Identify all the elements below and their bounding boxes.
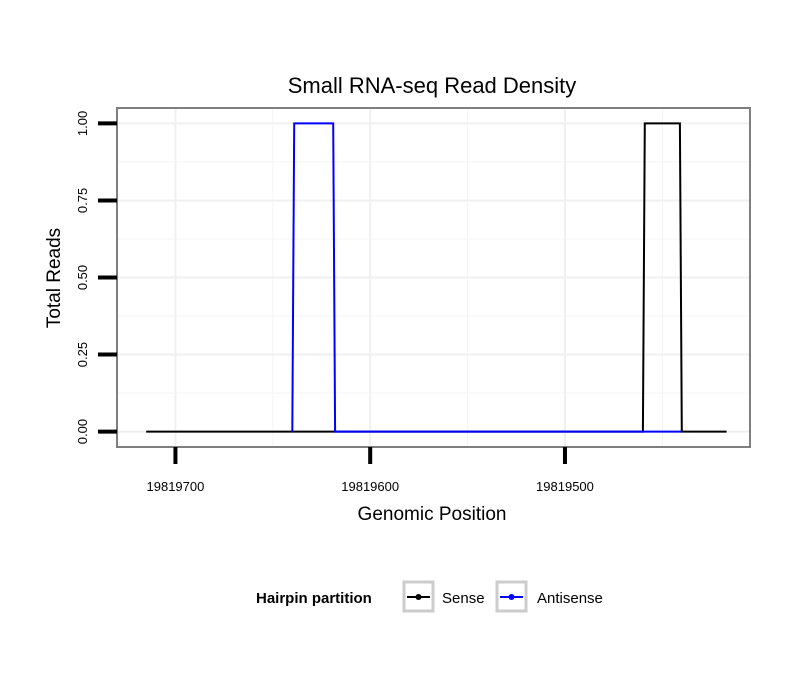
x-tick-label: 19819600: [341, 479, 399, 494]
legend-label-antisense: Antisense: [537, 590, 603, 607]
y-axis-title: Total Reads: [44, 228, 65, 328]
grid: [117, 108, 750, 447]
series-line-antisense: [291, 122, 682, 433]
y-tick-label: 0.50: [75, 265, 90, 290]
legend: Hairpin partition Sense Antisense: [256, 580, 603, 613]
legend-label-sense: Sense: [442, 590, 485, 607]
series-layer: [146, 122, 727, 433]
legend-key-point-antisense: [508, 594, 515, 600]
chart-title: Small RNA-seq Read Density: [288, 73, 577, 98]
x-tick-label: 19819700: [147, 479, 205, 494]
y-axis: 0.00 0.25 0.50 0.75 1.00: [75, 111, 117, 444]
y-tick-label: 0.25: [75, 342, 90, 367]
x-tick-label: 19819500: [536, 479, 594, 494]
legend-key-point-sense: [415, 594, 422, 600]
x-axis: 19819700 19819600 19819500: [147, 447, 594, 494]
legend-title: Hairpin partition: [256, 590, 372, 607]
y-tick-label: 0.75: [75, 188, 90, 213]
x-axis-title: Genomic Position: [358, 504, 507, 525]
y-tick-label: 0.00: [75, 419, 90, 444]
y-tick-label: 1.00: [75, 111, 90, 136]
